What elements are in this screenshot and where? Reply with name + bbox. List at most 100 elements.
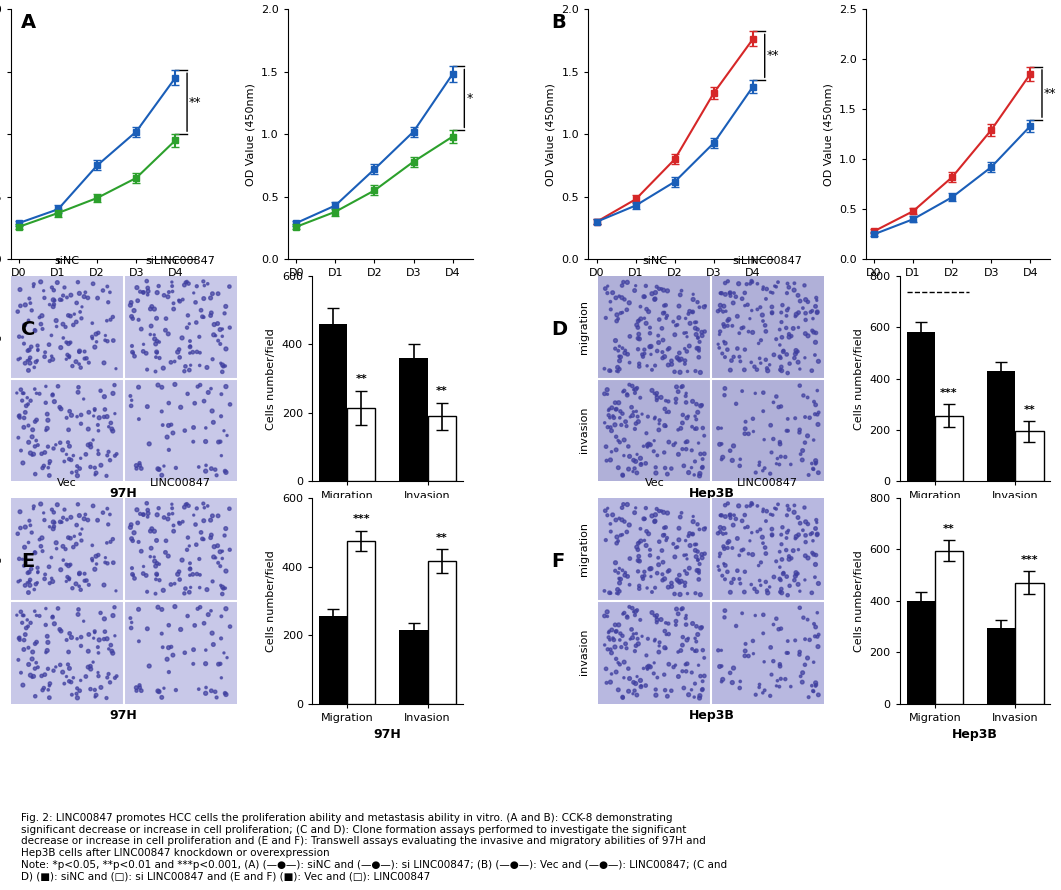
- Bar: [319, 616, 347, 704]
- Point: [13, 666, 30, 680]
- Point: [191, 580, 208, 595]
- Point: [713, 643, 730, 658]
- Point: [615, 384, 632, 398]
- Point: [20, 658, 37, 672]
- Point: [195, 274, 212, 288]
- Point: [179, 387, 196, 401]
- Point: [665, 314, 682, 328]
- Point: [657, 624, 674, 638]
- Point: [673, 380, 690, 394]
- Point: [631, 360, 648, 374]
- Point: [649, 551, 666, 565]
- Point: [10, 431, 27, 445]
- Point: [20, 435, 37, 449]
- Point: [84, 329, 101, 344]
- Point: [17, 356, 34, 370]
- Point: [59, 570, 76, 584]
- Point: [768, 611, 785, 626]
- Point: [683, 666, 700, 680]
- Point: [100, 517, 117, 531]
- Point: [754, 464, 771, 478]
- Point: [665, 438, 682, 452]
- Point: [751, 573, 768, 587]
- Point: [765, 654, 782, 668]
- Point: [795, 301, 812, 315]
- Point: [52, 341, 69, 355]
- Point: [80, 291, 97, 305]
- Point: [22, 296, 39, 311]
- Point: [696, 447, 713, 461]
- Point: [747, 688, 764, 702]
- Point: [786, 351, 803, 365]
- Point: [678, 411, 695, 425]
- Point: [597, 661, 614, 676]
- Point: [163, 279, 180, 293]
- Point: [195, 616, 212, 630]
- Point: [17, 578, 34, 593]
- Point: [786, 498, 803, 513]
- Point: [95, 356, 112, 370]
- Point: [197, 464, 214, 478]
- Point: [628, 404, 645, 418]
- Point: [206, 318, 223, 332]
- Point: [104, 386, 121, 400]
- Point: [685, 690, 702, 704]
- Point: [180, 317, 197, 331]
- Point: [212, 559, 229, 573]
- Point: [668, 572, 685, 587]
- Point: [646, 514, 663, 529]
- Point: [132, 678, 149, 692]
- Point: [642, 438, 659, 452]
- Point: [688, 635, 705, 649]
- Point: [614, 691, 631, 705]
- Point: [124, 312, 141, 326]
- Point: [667, 618, 684, 632]
- Point: [21, 578, 38, 593]
- Point: [45, 574, 62, 588]
- Point: [41, 454, 58, 468]
- Point: [638, 538, 655, 553]
- Point: [68, 518, 85, 532]
- Point: [215, 581, 232, 595]
- Point: [20, 586, 37, 600]
- Point: [779, 498, 796, 513]
- Point: [717, 558, 734, 572]
- Point: [212, 657, 229, 671]
- Point: [71, 508, 88, 522]
- Point: [778, 424, 795, 438]
- Point: [719, 274, 736, 288]
- Point: [174, 331, 191, 345]
- Point: [608, 308, 625, 322]
- Point: [90, 424, 107, 438]
- Point: [785, 544, 802, 558]
- Point: [133, 461, 150, 475]
- Point: [18, 399, 35, 413]
- Point: [721, 288, 738, 303]
- Point: [771, 571, 788, 586]
- Point: [765, 570, 782, 584]
- Y-axis label: Cells number/field: Cells number/field: [266, 550, 276, 651]
- Point: [131, 380, 147, 394]
- Point: [780, 523, 797, 538]
- Point: [679, 329, 696, 344]
- Point: [15, 386, 32, 400]
- Point: [27, 382, 44, 396]
- Point: [642, 548, 659, 562]
- Point: [171, 564, 188, 578]
- Point: [66, 530, 83, 544]
- Point: [657, 616, 674, 630]
- Point: [663, 684, 680, 698]
- Point: [610, 349, 627, 363]
- Point: [694, 620, 711, 635]
- Point: [178, 320, 195, 335]
- Point: [614, 563, 631, 578]
- Point: [97, 402, 114, 417]
- Point: [32, 497, 49, 511]
- Point: [177, 275, 194, 289]
- Point: [95, 578, 112, 592]
- Point: [28, 656, 45, 670]
- Point: [601, 363, 618, 377]
- Point: [45, 610, 62, 624]
- Point: [636, 512, 653, 526]
- Point: [773, 315, 790, 329]
